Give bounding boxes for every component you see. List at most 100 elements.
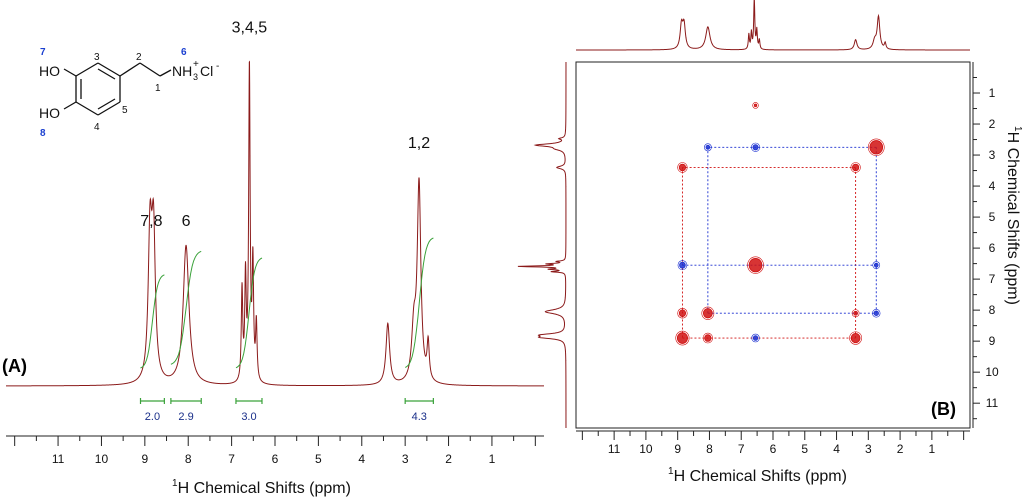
cross-peak-contour	[747, 256, 764, 274]
cross-peak-contour	[677, 162, 688, 173]
cross-peak	[705, 144, 711, 150]
cross-peak	[678, 309, 687, 317]
svg-text:1H Chemical Shifts (ppm): 1H Chemical Shifts (ppm)	[1004, 126, 1023, 305]
integral-curve	[140, 274, 165, 369]
peak-label: 1,2	[408, 135, 430, 152]
peak-label: 3,4,5	[232, 19, 268, 36]
cross-peak	[873, 310, 879, 316]
atom-number-5: 5	[122, 105, 128, 116]
top-projection	[576, 0, 970, 51]
x-tick-label: 11	[608, 442, 621, 456]
ring-bond	[97, 101, 121, 116]
atom-number-4: 4	[94, 122, 100, 133]
plot-b-frame	[575, 61, 971, 429]
y-tick-label: 3	[989, 148, 996, 162]
y-tick-label: 5	[989, 210, 996, 224]
x-tick-label: 10	[95, 452, 109, 466]
y-tick-label: 4	[989, 179, 996, 193]
integral-value: 4.3	[412, 411, 427, 423]
x-axis-title-b-sup: 1	[668, 466, 674, 477]
x-tick-label: 10	[639, 442, 653, 456]
y-tick-label: 10	[985, 365, 999, 379]
y-tick-label: 2	[989, 117, 996, 131]
x-tick-label: 9	[141, 452, 148, 466]
spectrum-a-line	[6, 60, 544, 387]
cross-peak-contour	[850, 162, 861, 173]
peak-labels: 7,8 6 3,4,5 1,2	[140, 19, 430, 230]
chloride-label: Cl	[200, 63, 213, 79]
integral-curve	[235, 257, 263, 369]
x-tick-label: 7	[738, 442, 745, 456]
cross-peak-contour	[677, 260, 688, 271]
cross-peak	[869, 140, 884, 155]
integral-value: 2.0	[145, 411, 160, 423]
integral-curve	[170, 250, 202, 365]
amine-label: NH	[172, 63, 192, 79]
cross-peak	[752, 144, 759, 151]
y-tick-label: 1	[989, 86, 996, 100]
x-tick-label: 4	[358, 452, 365, 466]
x-tick-label: 2	[897, 442, 904, 456]
y-ticks-b: 1 2 3 4 5 6 7 8 9 10 11	[972, 62, 999, 428]
x-tick-label: 11	[52, 452, 65, 466]
cross-peak	[679, 261, 686, 269]
x-tick-label: 5	[801, 442, 808, 456]
integral-curves	[140, 237, 434, 369]
cross-peak	[748, 258, 763, 273]
cross-peak-contour	[872, 308, 881, 318]
cross-peaks	[675, 102, 885, 346]
cross-peak-contour	[677, 307, 688, 319]
x-tick-label: 8	[706, 442, 713, 456]
dopamine-structure	[63, 62, 172, 116]
proton-number-8: 8	[40, 128, 46, 139]
atom-number-2: 2	[136, 52, 142, 63]
y-tick-label: 8	[989, 303, 996, 317]
panel-a-label: (A)	[2, 356, 27, 376]
cross-peak	[678, 163, 687, 172]
svg-text:1H Chemical Shifts (ppm): 1H Chemical Shifts (ppm)	[172, 478, 351, 497]
oh-bond-bottom	[63, 101, 77, 110]
cross-peak-contour	[751, 142, 760, 152]
y-tick-label: 11	[986, 396, 999, 410]
x-axis-title-b: 1H Chemical Shifts (ppm)	[668, 466, 847, 485]
y-axis-title-b: 1H Chemical Shifts (ppm)	[1004, 126, 1023, 305]
cross-peak	[702, 308, 713, 319]
oh-label-bottom: HO	[39, 105, 60, 121]
x-tick-label: 9	[674, 442, 681, 456]
x-tick-label: 6	[770, 442, 777, 456]
ring-double-bond	[97, 68, 116, 80]
integral-value: 3.0	[241, 411, 256, 423]
cross-peak-contour	[751, 333, 760, 343]
x-tick-label: 4	[833, 442, 840, 456]
x-tick-label: 7	[228, 452, 235, 466]
atom-number-3: 3	[94, 52, 100, 63]
ring-double-bond	[97, 98, 116, 110]
svg-text:1H Chemical Shifts (ppm): 1H Chemical Shifts (ppm)	[668, 466, 847, 485]
x-tick-label: 2	[445, 452, 452, 466]
cross-peak	[676, 332, 688, 344]
integral-value: 2.9	[178, 411, 193, 423]
cross-peak-contour	[702, 332, 713, 344]
x-tick-label: 3	[865, 442, 872, 456]
y-tick-label: 6	[989, 241, 996, 255]
x-tick-label: 1	[489, 452, 496, 466]
cross-peak-contour	[849, 331, 862, 345]
peak-label: 6	[182, 213, 191, 230]
structure-labels: HO HO NH 3 + Cl - 3 2 1 5 4 7 8 6	[39, 47, 219, 139]
x-tick-label: 8	[185, 452, 192, 466]
x-ticks-b: 11 10 9 8 7 6 5 4 3 2 1	[576, 430, 970, 456]
integral-values: 2.0 2.9 3.0 4.3	[139, 398, 434, 423]
cross-peak	[850, 332, 861, 344]
x-axis-title-b-main: H Chemical Shifts (ppm)	[674, 468, 847, 485]
amine-charge: +	[193, 59, 199, 70]
atom-number-1: 1	[155, 83, 161, 94]
chain-bond	[139, 62, 161, 77]
cross-peak-contour	[872, 261, 881, 270]
x-tick-label: 3	[402, 452, 409, 466]
chain-bond	[159, 69, 172, 77]
oh-bond-top	[63, 68, 77, 77]
x-ticks-a: 11 10 9 8 7 6 5 4 3 2 1	[14, 436, 536, 466]
chain-bond	[119, 62, 141, 77]
